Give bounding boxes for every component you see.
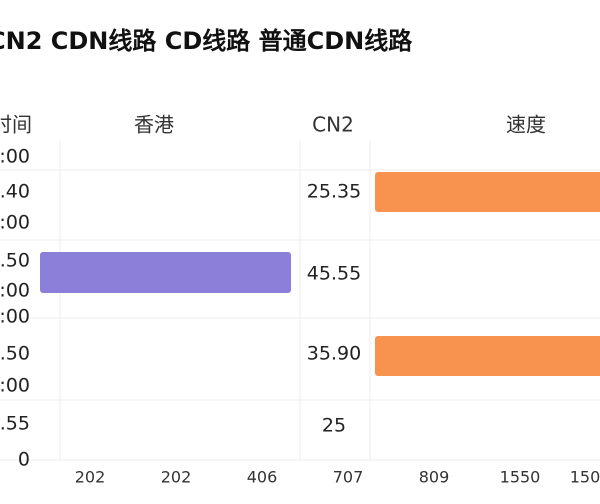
footer-value: 809 <box>419 468 450 487</box>
time-label: 15:00 <box>0 280 30 302</box>
column-header: 香港 <box>134 113 174 137</box>
time-label: 15:00 <box>0 375 30 397</box>
time-label: 15:00 <box>0 306 30 328</box>
time-label: 14.50 <box>0 343 30 365</box>
time-label: 0 <box>18 449 30 471</box>
column-header: 速度 <box>506 113 546 137</box>
time-label: 15:00 <box>0 146 30 168</box>
footer-value: 202 <box>75 468 106 487</box>
footer-value: 150 <box>570 468 600 487</box>
title: CN2 CDN线路 CD线路 普通CDN线路 <box>0 27 413 55</box>
bar <box>375 336 600 376</box>
cn2-value: 25.35 <box>307 181 361 203</box>
footer-value: 202 <box>161 468 192 487</box>
footer-value: 707 <box>333 468 364 487</box>
footer-value: 1550 <box>500 468 541 487</box>
column-header: 时间 <box>0 113 32 137</box>
cn2-value: 35.90 <box>307 343 361 365</box>
footer-value: 406 <box>247 468 278 487</box>
column-header: CN2 <box>312 113 354 137</box>
bar <box>375 172 600 212</box>
cn2-value: 25 <box>322 415 346 437</box>
time-label: 18:00 <box>0 212 30 234</box>
time-label: 14.50 <box>0 250 30 272</box>
cn2-value: 45.55 <box>307 263 361 285</box>
time-label: 14.55 <box>0 413 30 435</box>
time-label: 14.40 <box>0 181 30 203</box>
bar <box>40 252 291 293</box>
